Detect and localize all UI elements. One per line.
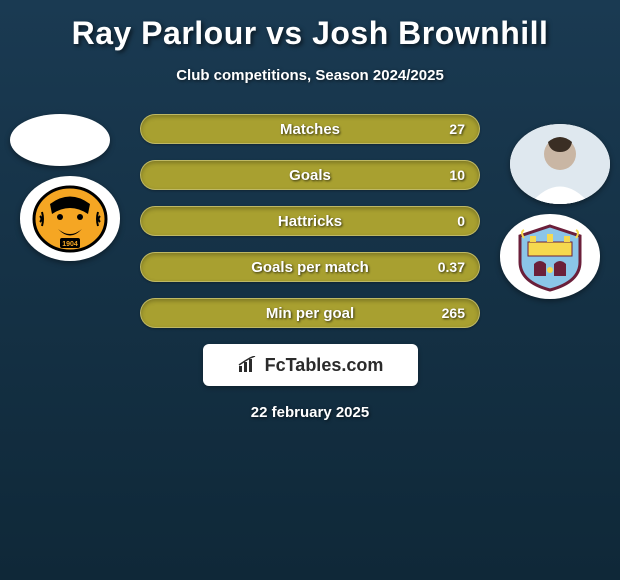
player-photo-left	[10, 114, 110, 166]
player-right-placeholder-icon	[510, 124, 610, 204]
club-badge-left: 1904	[20, 176, 120, 261]
infographic-container: Ray Parlour vs Josh Brownhill Club compe…	[0, 0, 620, 431]
hull-city-badge-icon: 1904	[30, 184, 110, 254]
bar-chart-icon	[237, 356, 259, 374]
stat-label: Matches	[280, 121, 340, 138]
stat-row-hattricks: Hattricks 0	[140, 206, 480, 236]
stat-right-value: 265	[442, 305, 465, 321]
stat-label: Min per goal	[266, 305, 354, 322]
stat-label: Hattricks	[278, 213, 342, 230]
stat-label: Goals per match	[251, 259, 369, 276]
brand-text: FcTables.com	[265, 355, 384, 376]
stat-bars: Matches 27 Goals 10 Hattricks 0 Goals pe…	[140, 114, 480, 328]
stat-row-goals: Goals 10	[140, 160, 480, 190]
subtitle: Club competitions, Season 2024/2025	[0, 67, 620, 84]
svg-text:1904: 1904	[62, 241, 78, 248]
brand-box: FcTables.com	[203, 344, 418, 386]
stats-area: 1904 Matches 27	[0, 114, 620, 421]
date-text: 22 february 2025	[0, 404, 620, 421]
stat-right-value: 10	[449, 167, 465, 183]
burnley-badge-icon	[510, 222, 590, 292]
stat-right-value: 27	[449, 121, 465, 137]
club-badge-right	[500, 214, 600, 299]
stat-row-matches: Matches 27	[140, 114, 480, 144]
stat-row-goals-per-match: Goals per match 0.37	[140, 252, 480, 282]
stat-right-value: 0.37	[438, 259, 465, 275]
stat-right-value: 0	[457, 213, 465, 229]
page-title: Ray Parlour vs Josh Brownhill	[0, 15, 620, 52]
player-photo-right	[510, 124, 610, 204]
stat-label: Goals	[289, 167, 331, 184]
stat-row-min-per-goal: Min per goal 265	[140, 298, 480, 328]
